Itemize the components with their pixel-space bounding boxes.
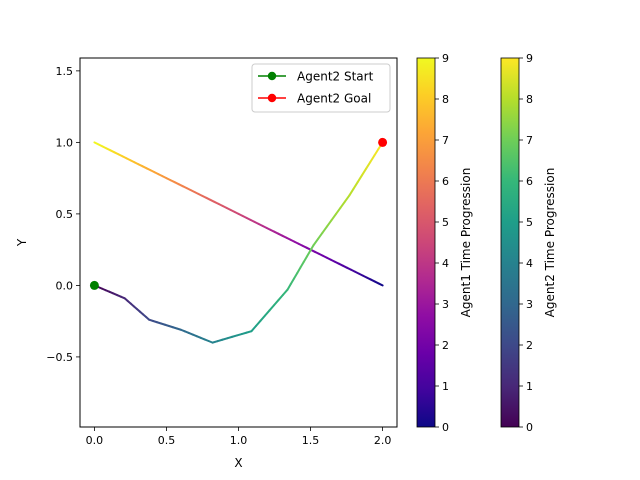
y-tick-label: 1.0	[56, 136, 74, 149]
colorbar-tick-label: 3	[442, 298, 449, 311]
series-2-segment	[343, 194, 351, 203]
colorbar-tick-label: 2	[526, 339, 533, 352]
series-2-segment	[296, 266, 302, 275]
colorbar-tick-label: 8	[442, 93, 449, 106]
y-axis-label: Y	[15, 238, 29, 247]
colorbar-agent2-label: Agent2 Time Progression	[543, 168, 557, 318]
series-2-segment	[254, 319, 262, 327]
x-tick-label: 2.0	[374, 434, 392, 447]
series-1-segment	[93, 141, 100, 146]
series-markers	[89, 137, 388, 290]
colorbar-agent1-ticks: 0 1 2 3 4 5 6 7 8 9	[435, 52, 449, 434]
colorbar-agent2: 0 1 2 3 4 5 6 7 8 9 Agent2 Time Progression	[500, 52, 557, 434]
series-2-segment	[268, 304, 275, 312]
y-tick-label: 0.0	[56, 279, 74, 292]
series-2-segment	[309, 244, 315, 252]
series-2-segment	[299, 260, 305, 269]
y-tick-label: 0.5	[56, 208, 74, 221]
legend-goal-label: Agent2 Goal	[297, 92, 371, 106]
series-2-segment	[305, 249, 312, 258]
series-2-segment	[292, 272, 299, 280]
plot-frame	[79, 57, 398, 428]
series-2-segment	[277, 293, 284, 302]
colorbar-tick-label: 0	[442, 421, 449, 434]
colorbar-tick-label: 3	[526, 298, 533, 311]
colorbar-agent2-gradient	[500, 57, 520, 428]
colorbar-tick-label: 5	[526, 216, 533, 229]
colorbar-tick-label: 9	[442, 52, 449, 65]
series-2-segment	[289, 277, 295, 286]
series-2-segment	[263, 309, 271, 317]
series-2-segment	[302, 255, 308, 263]
series-2-segment	[330, 213, 337, 222]
x-tick-label: 0.0	[86, 434, 104, 447]
x-tick-label: 1.5	[302, 434, 320, 447]
series-2-segment	[334, 206, 342, 216]
legend-goal-marker	[267, 93, 277, 103]
colorbar-tick-label: 1	[526, 380, 533, 393]
series-2-segment	[272, 299, 280, 307]
colorbar-tick-label: 8	[526, 93, 533, 106]
series-2-segment	[259, 314, 266, 322]
series-2-segment	[369, 154, 376, 164]
series-2-segment	[352, 181, 359, 190]
colorbar-tick-label: 9	[526, 52, 533, 65]
colorbar-tick-label: 5	[442, 216, 449, 229]
series-2-segment	[373, 147, 380, 157]
legend: Agent2 Start Agent2 Goal	[251, 63, 391, 113]
colorbar-tick-label: 6	[526, 175, 533, 188]
legend-start-marker	[267, 71, 277, 81]
colorbar-tick-label: 6	[442, 175, 449, 188]
colorbar-tick-label: 7	[442, 134, 449, 147]
series-2-segment	[339, 200, 346, 209]
x-tick-label: 0.5	[158, 434, 176, 447]
x-axis-label: X	[234, 456, 242, 470]
y-tick-label: −0.5	[46, 351, 73, 364]
series-2-segment	[321, 225, 328, 234]
y-tick-label: 1.5	[56, 65, 74, 78]
colorbar-tick-label: 2	[442, 339, 449, 352]
y-axis-ticks: −0.5 0.0 0.5 1.0 1.5	[46, 65, 80, 364]
colorbar-agent1-gradient	[416, 57, 436, 428]
colorbar-tick-label: 1	[442, 380, 449, 393]
colorbar-agent1-label: Agent1 Time Progression	[459, 168, 473, 318]
series-2-segment	[316, 231, 324, 241]
x-tick-label: 1.0	[230, 434, 248, 447]
colorbar-agent2-ticks: 0 1 2 3 4 5 6 7 8 9	[519, 52, 533, 434]
series-2-segment	[250, 324, 257, 333]
series-2-segment	[356, 174, 363, 184]
series-2-segment	[360, 167, 368, 177]
colorbar-tick-label: 4	[526, 257, 533, 270]
plot-area: 0.0 0.5 1.0 1.5 2.0 −0.5 0.0 0.5 1.0 1.5 X Y	[15, 57, 398, 470]
legend-start-label: Agent2 Start	[297, 70, 374, 84]
colorbar-tick-label: 4	[442, 257, 449, 270]
legend-box	[251, 63, 391, 113]
x-axis-ticks: 0.0 0.5 1.0 1.5 2.0	[86, 427, 392, 447]
series-2-segment	[281, 288, 289, 296]
series-2-segment	[312, 238, 319, 247]
colorbar-tick-label: 0	[526, 421, 533, 434]
series-2-segment	[365, 161, 372, 170]
series-2-segment	[348, 187, 355, 197]
series-2-segment	[286, 283, 292, 291]
agent2-goal-marker	[378, 137, 388, 147]
series-lines	[93, 141, 384, 344]
series-2-segment	[325, 219, 333, 228]
colorbar-agent1: 0 1 2 3 4 5 6 7 8 9 Agent1 Time Progression	[416, 52, 473, 434]
agent2-start-marker	[89, 280, 99, 290]
colorbar-tick-label: 7	[526, 134, 533, 147]
